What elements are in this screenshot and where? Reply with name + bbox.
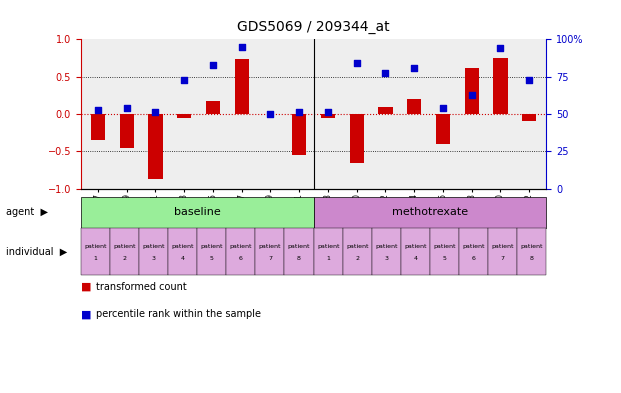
Text: individual  ▶: individual ▶	[6, 246, 68, 257]
Text: patient: patient	[288, 244, 310, 249]
Point	[524, 77, 534, 84]
Text: 1: 1	[326, 256, 330, 261]
Point	[150, 109, 160, 116]
Text: 5: 5	[210, 256, 214, 261]
Text: patient: patient	[113, 244, 135, 249]
Text: 4: 4	[181, 256, 184, 261]
Bar	[148, 114, 163, 179]
Text: baseline: baseline	[174, 207, 220, 217]
Text: patient: patient	[404, 244, 427, 249]
Bar	[378, 107, 392, 114]
Point	[266, 111, 276, 117]
Text: 3: 3	[152, 256, 155, 261]
Bar	[522, 114, 537, 121]
Text: 8: 8	[530, 256, 534, 261]
Bar	[177, 114, 191, 118]
Point	[409, 64, 419, 71]
Point	[122, 105, 132, 111]
Text: 8: 8	[297, 256, 301, 261]
Text: 5: 5	[443, 256, 446, 261]
Text: 6: 6	[472, 256, 476, 261]
Text: agent  ▶: agent ▶	[6, 207, 48, 217]
Point	[496, 45, 505, 51]
Text: methotrexate: methotrexate	[392, 207, 468, 217]
Text: patient: patient	[346, 244, 368, 249]
Text: patient: patient	[84, 244, 107, 249]
Text: 7: 7	[268, 256, 272, 261]
Text: 7: 7	[501, 256, 505, 261]
Bar	[493, 58, 508, 114]
Text: 2: 2	[122, 256, 127, 261]
Point	[467, 92, 477, 98]
Text: patient: patient	[492, 244, 514, 249]
Text: ■: ■	[81, 309, 91, 320]
Text: GDS5069 / 209344_at: GDS5069 / 209344_at	[237, 20, 390, 34]
Text: patient: patient	[201, 244, 223, 249]
Point	[208, 62, 218, 68]
Point	[381, 70, 391, 76]
Point	[323, 109, 333, 116]
Text: percentile rank within the sample: percentile rank within the sample	[96, 309, 261, 320]
Point	[93, 107, 103, 114]
Point	[438, 105, 448, 111]
Bar	[436, 114, 450, 144]
Text: 4: 4	[414, 256, 417, 261]
Text: patient: patient	[463, 244, 485, 249]
Bar	[292, 114, 306, 155]
Text: 1: 1	[93, 256, 97, 261]
Text: ■: ■	[81, 282, 91, 292]
Text: 6: 6	[239, 256, 243, 261]
Text: patient: patient	[433, 244, 456, 249]
Text: 3: 3	[384, 256, 388, 261]
Bar	[206, 101, 220, 114]
Bar	[91, 114, 105, 140]
Text: patient: patient	[230, 244, 252, 249]
Text: transformed count: transformed count	[96, 282, 187, 292]
Point	[351, 60, 361, 66]
Text: 2: 2	[355, 256, 360, 261]
Point	[294, 109, 304, 116]
Text: patient: patient	[259, 244, 281, 249]
Bar	[350, 114, 364, 163]
Point	[237, 44, 247, 50]
Text: patient: patient	[520, 244, 543, 249]
Bar	[465, 68, 479, 114]
Bar	[407, 99, 422, 114]
Point	[179, 77, 189, 84]
Text: patient: patient	[375, 244, 397, 249]
Text: patient: patient	[317, 244, 340, 249]
Text: patient: patient	[171, 244, 194, 249]
Bar	[321, 114, 335, 118]
Text: patient: patient	[142, 244, 165, 249]
Bar	[235, 59, 249, 114]
Bar	[119, 114, 134, 147]
